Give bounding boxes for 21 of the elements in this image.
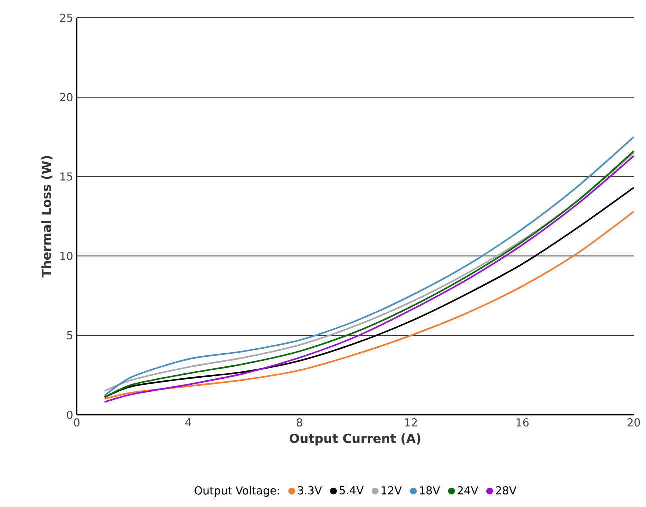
legend-label: 28V	[496, 486, 517, 495]
y-tick-label: 10	[60, 252, 73, 260]
y-tick-label: 0	[67, 410, 73, 420]
legend-title: Output Voltage:	[194, 486, 280, 497]
x-tick-label: 16	[516, 418, 529, 427]
x-tick-label: 12	[405, 418, 418, 427]
legend-label: 5.4V	[340, 486, 364, 495]
y-tick-label: 15	[60, 172, 73, 181]
x-tick-label: 4	[185, 418, 192, 427]
x-tick-label: 8	[297, 418, 303, 427]
legend-label: 3.3V	[298, 486, 322, 495]
x-axis-title: Output Current (A)	[290, 434, 421, 446]
legend-label: 18V	[420, 486, 440, 495]
x-tick-label: 20	[628, 418, 640, 427]
legend-label: 24V	[458, 486, 478, 495]
y-tick-label: 20	[60, 93, 73, 102]
x-tick-label: 0	[74, 418, 80, 427]
legend-label: 12V	[382, 486, 402, 495]
y-axis-title: Thermal Loss (W)	[42, 156, 53, 278]
y-tick-label: 5	[67, 332, 73, 340]
y-tick-label: 25	[60, 14, 73, 22]
